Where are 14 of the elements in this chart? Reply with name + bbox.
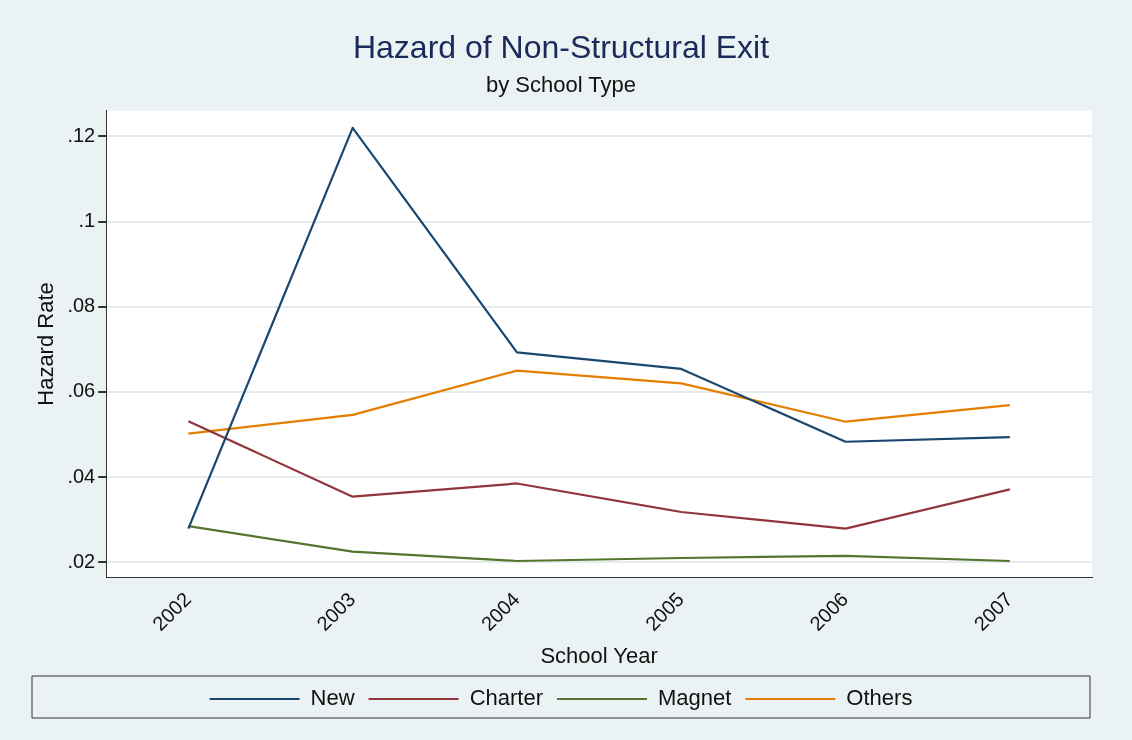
y-tick-label: .06	[67, 379, 96, 402]
y-tick-label: .02	[67, 549, 96, 572]
y-tick-label: .12	[67, 123, 96, 146]
chart-subtitle: by School Type	[485, 71, 637, 97]
legend-label: Others	[846, 685, 913, 711]
y-axis-title: Hazard Rate	[33, 282, 59, 406]
legend-label: Magnet	[657, 685, 732, 711]
x-axis-title: School Year	[540, 642, 658, 668]
legend-label: Charter	[469, 685, 543, 711]
chart-title: Hazard of Non-Structural Exit	[352, 29, 770, 66]
y-tick-label: .08	[67, 294, 96, 317]
legend-label: New	[310, 685, 355, 711]
y-tick-label: .1	[78, 209, 96, 232]
y-tick-label: .04	[67, 464, 96, 487]
